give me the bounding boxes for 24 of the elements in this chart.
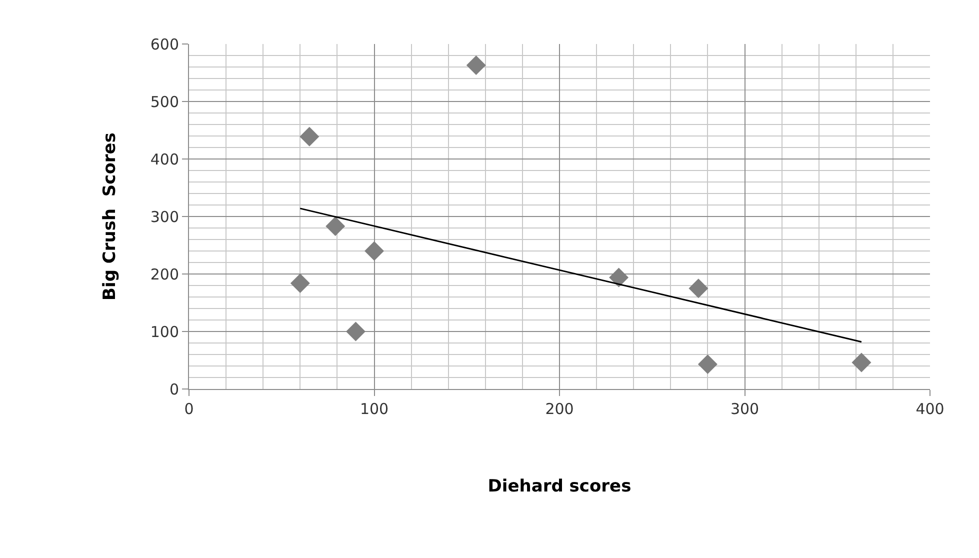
y-axis-title: Big Crush Scores: [100, 132, 120, 300]
x-tick-label: 300: [730, 400, 760, 418]
x-tick-label: 100: [360, 400, 389, 418]
y-tick-label: 300: [150, 208, 179, 226]
x-tick-label: 200: [545, 400, 574, 418]
x-axis-title: Diehard scores: [488, 476, 632, 496]
point: [852, 352, 872, 372]
point: [346, 322, 366, 342]
y-tick-label: 200: [150, 265, 179, 284]
x-tick-label: 400: [916, 400, 944, 418]
y-tick-label: 600: [150, 35, 179, 54]
x-tick-label: 0: [184, 400, 194, 418]
point: [364, 241, 384, 261]
point: [300, 126, 320, 146]
point: [609, 268, 629, 288]
point: [326, 216, 346, 236]
point: [466, 56, 486, 76]
y-tick-label: 100: [150, 322, 179, 341]
point: [698, 354, 718, 374]
y-tick-label: 400: [150, 150, 179, 168]
point: [688, 278, 708, 298]
point: [290, 273, 310, 293]
y-tick-label: 0: [169, 380, 179, 398]
y-tick-label: 500: [150, 92, 179, 111]
